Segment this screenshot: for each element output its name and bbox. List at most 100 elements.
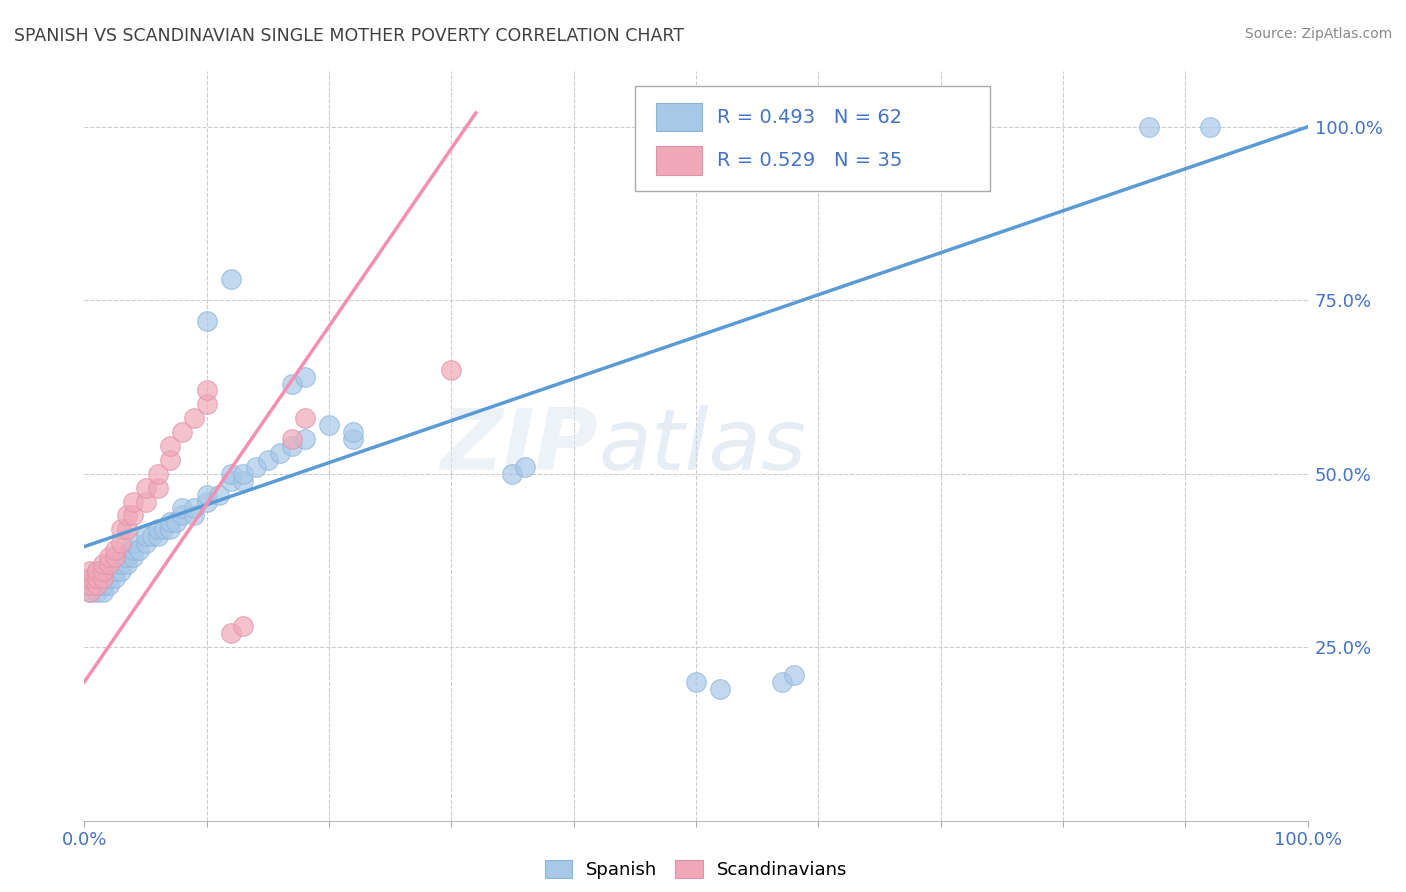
Text: R = 0.529   N = 35: R = 0.529 N = 35 <box>717 151 903 170</box>
Point <box>172 425 194 439</box>
Point <box>159 439 181 453</box>
Point <box>104 564 127 578</box>
Point <box>183 411 205 425</box>
Point <box>86 564 108 578</box>
Point <box>104 543 127 558</box>
Point <box>97 557 120 571</box>
Point <box>146 467 169 481</box>
Point <box>685 674 707 689</box>
Point <box>104 571 127 585</box>
Point <box>110 549 132 564</box>
Text: R = 0.493   N = 62: R = 0.493 N = 62 <box>717 108 901 127</box>
Point <box>294 432 316 446</box>
Point <box>232 467 254 481</box>
Legend: Spanish, Scandinavians: Spanish, Scandinavians <box>537 853 855 887</box>
Point <box>1137 120 1160 134</box>
Point <box>281 376 304 391</box>
Point <box>79 571 101 585</box>
Point <box>146 529 169 543</box>
Point <box>110 557 132 571</box>
Point <box>159 522 181 536</box>
Point <box>195 314 218 328</box>
Point <box>91 571 114 585</box>
Point <box>135 536 157 550</box>
Point <box>86 571 108 585</box>
Point <box>294 411 316 425</box>
Point <box>135 529 157 543</box>
Point <box>281 432 304 446</box>
Point <box>195 384 218 398</box>
Point <box>91 578 114 592</box>
Point <box>245 459 267 474</box>
Point <box>91 564 114 578</box>
Point <box>172 501 194 516</box>
Text: SPANISH VS SCANDINAVIAN SINGLE MOTHER POVERTY CORRELATION CHART: SPANISH VS SCANDINAVIAN SINGLE MOTHER PO… <box>14 27 685 45</box>
Point <box>146 522 169 536</box>
Point <box>110 536 132 550</box>
Point <box>342 425 364 439</box>
Point <box>115 508 138 523</box>
Text: Source: ZipAtlas.com: Source: ZipAtlas.com <box>1244 27 1392 41</box>
Point <box>86 578 108 592</box>
Point <box>122 549 145 564</box>
Point <box>91 584 114 599</box>
Point <box>709 681 731 696</box>
Point <box>219 474 242 488</box>
Point <box>146 481 169 495</box>
Point <box>122 536 145 550</box>
Point <box>172 508 194 523</box>
Point <box>440 362 463 376</box>
Point <box>219 467 242 481</box>
Point <box>195 494 218 508</box>
Point <box>502 467 524 481</box>
Text: atlas: atlas <box>598 404 806 488</box>
Point <box>219 272 242 286</box>
Point <box>159 516 181 530</box>
Point <box>91 557 114 571</box>
Point <box>232 474 254 488</box>
Point <box>783 668 806 682</box>
Point <box>153 522 176 536</box>
Point <box>219 626 242 640</box>
Point <box>165 516 187 530</box>
Point <box>183 508 205 523</box>
Point <box>128 543 150 558</box>
Point <box>257 453 280 467</box>
Point <box>159 453 181 467</box>
Point <box>122 508 145 523</box>
Point <box>104 549 127 564</box>
Point <box>79 584 101 599</box>
Point <box>79 571 101 585</box>
Point <box>110 522 132 536</box>
FancyBboxPatch shape <box>636 87 990 191</box>
Point <box>79 584 101 599</box>
Point <box>513 459 536 474</box>
Point <box>281 439 304 453</box>
Point <box>141 529 163 543</box>
Point <box>97 578 120 592</box>
Point <box>269 446 291 460</box>
Point <box>97 549 120 564</box>
Point <box>342 432 364 446</box>
Point <box>79 578 101 592</box>
FancyBboxPatch shape <box>655 146 702 175</box>
Point <box>86 564 108 578</box>
Point <box>115 549 138 564</box>
Point <box>115 557 138 571</box>
Point <box>195 487 218 501</box>
Point <box>1198 120 1220 134</box>
Point <box>208 487 231 501</box>
Point <box>183 501 205 516</box>
Point <box>79 578 101 592</box>
Point <box>294 369 316 384</box>
Text: ZIP: ZIP <box>440 404 598 488</box>
Point <box>232 619 254 633</box>
Point <box>135 494 157 508</box>
Point <box>86 571 108 585</box>
Point <box>97 564 120 578</box>
Point <box>122 543 145 558</box>
Point <box>122 494 145 508</box>
Point <box>79 564 101 578</box>
Point <box>110 564 132 578</box>
Point <box>195 397 218 411</box>
